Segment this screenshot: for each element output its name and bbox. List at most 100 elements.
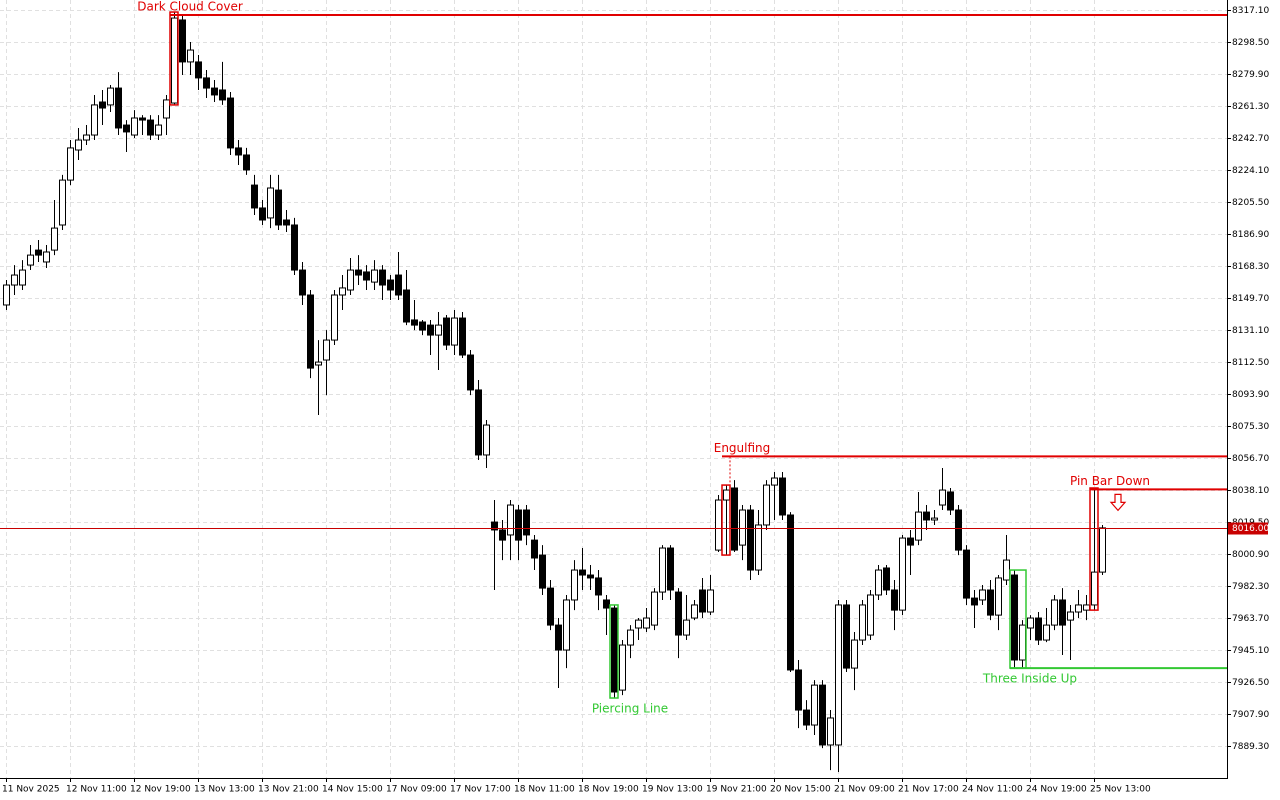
candle-body — [91, 104, 98, 136]
candle-body — [507, 504, 514, 536]
candle-body — [523, 509, 530, 536]
x-tick-label: 19 Nov 13:00 — [642, 785, 703, 795]
candle-body — [1019, 624, 1026, 661]
candle-body — [1083, 604, 1090, 611]
candle-body — [67, 147, 74, 181]
candle-body — [931, 517, 938, 521]
candle-body — [611, 607, 618, 693]
x-tick-label: 17 Nov 17:00 — [450, 785, 511, 795]
candle-body — [899, 537, 906, 611]
y-tick-label: 8186.90 — [1232, 230, 1269, 240]
pattern-label: Three Inside Up — [982, 672, 1077, 686]
candle-body — [3, 284, 10, 306]
x-tick-label: 18 Nov 19:00 — [578, 785, 639, 795]
y-tick-label: 8224.10 — [1232, 166, 1269, 176]
candle-body — [667, 547, 674, 591]
candle-body — [907, 537, 914, 546]
candle-body — [891, 589, 898, 611]
candle-body — [307, 294, 314, 369]
pattern-label: Piercing Line — [592, 702, 668, 716]
candle-body — [515, 509, 522, 541]
candle-body — [723, 489, 730, 501]
y-tick-label: 7907.90 — [1232, 710, 1269, 720]
candle-body — [83, 134, 90, 141]
candle-body — [531, 539, 538, 559]
candle-body — [283, 219, 290, 226]
y-tick-label: 7926.50 — [1232, 678, 1269, 688]
candle-body — [43, 251, 50, 263]
x-tick-label: 19 Nov 21:00 — [706, 785, 767, 795]
candle-body — [243, 154, 250, 171]
candle-body — [867, 594, 874, 636]
candle-body — [643, 617, 650, 629]
candle-body — [1035, 617, 1042, 641]
candle-body — [491, 521, 498, 531]
candle-body — [1067, 611, 1074, 621]
candle-body — [571, 569, 578, 601]
candle-body — [979, 589, 986, 601]
candle-body — [339, 287, 346, 296]
candle-body — [403, 289, 410, 323]
candle-body — [291, 224, 298, 271]
candle-body — [659, 547, 666, 593]
x-tick-label: 14 Nov 15:00 — [322, 785, 383, 795]
x-tick-label: 21 Nov 09:00 — [834, 785, 895, 795]
candle-body — [955, 509, 962, 551]
candle-body — [779, 477, 786, 516]
candle-body — [755, 524, 762, 571]
candle-body — [371, 269, 378, 283]
y-tick-label: 8168.30 — [1232, 262, 1269, 272]
candle-body — [11, 274, 18, 286]
x-tick-label: 11 Nov 2025 — [2, 785, 60, 795]
candle-body — [475, 389, 482, 456]
y-tick-label: 7945.10 — [1232, 646, 1269, 656]
pattern-arrow — [1109, 493, 1127, 512]
candle-body — [323, 339, 330, 361]
candle-body — [275, 189, 282, 226]
x-tick-label: 21 Nov 17:00 — [898, 785, 959, 795]
candle-body — [563, 599, 570, 651]
candle-body — [1091, 571, 1098, 606]
plot: Dark Cloud Cover Engulfing Pin Bar Down Thr… — [0, 0, 1227, 772]
candle-body — [115, 87, 122, 129]
candle-body — [627, 629, 634, 646]
candle-body — [363, 271, 370, 281]
candle-body — [843, 604, 850, 669]
candle-body — [1099, 527, 1106, 573]
candle-body — [875, 569, 882, 596]
pattern-label: Engulfing — [714, 441, 771, 455]
candle-body — [51, 227, 58, 251]
candle-body — [835, 604, 842, 746]
candle-body — [411, 319, 418, 326]
candle-body — [683, 619, 690, 636]
pattern-box — [609, 604, 619, 699]
x-tick-label: 25 Nov 13:00 — [1090, 785, 1151, 795]
candle-body — [939, 489, 946, 506]
y-tick-label: 8317.10 — [1232, 6, 1269, 16]
candle-body — [107, 87, 114, 106]
candle-body — [459, 317, 466, 356]
y-tick-label: 8298.50 — [1232, 38, 1269, 48]
candle-body — [803, 709, 810, 726]
candle-body — [1003, 559, 1010, 581]
candle-body — [27, 254, 34, 266]
axis-labels: 8317.10 8298.50 8279.90 8261.30 8242.70 8224.… — [2, 6, 1269, 795]
candle-body — [163, 99, 170, 119]
candle-body — [619, 644, 626, 691]
x-tick-label: 24 Nov 11:00 — [962, 785, 1023, 795]
candle-body — [851, 639, 858, 669]
pattern-label: Pin Bar Down — [1070, 474, 1150, 488]
candle-body — [467, 354, 474, 391]
candle-body — [219, 89, 226, 101]
candle-body — [123, 124, 130, 133]
candle-body — [355, 269, 362, 276]
y-tick-label: 8000.90 — [1232, 550, 1269, 560]
candle-body — [203, 77, 210, 89]
candle-body — [651, 591, 658, 626]
candle-body — [267, 187, 274, 219]
x-tick-label: 24 Nov 19:00 — [1026, 785, 1087, 795]
x-tick-label: 13 Nov 13:00 — [194, 785, 255, 795]
y-tick-label: 8279.90 — [1232, 70, 1269, 80]
candle-body — [595, 577, 602, 596]
